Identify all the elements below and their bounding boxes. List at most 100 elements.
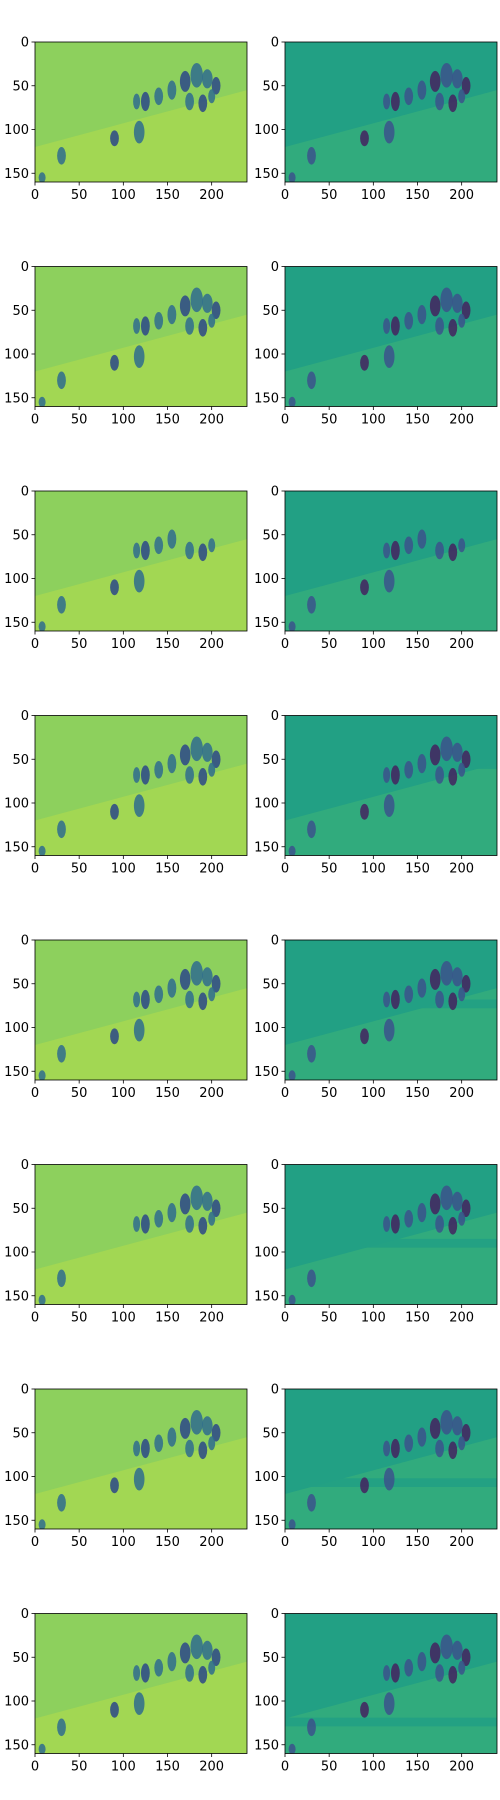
- x-tick-label: 150: [405, 1760, 430, 1775]
- y-tick-label: 50: [12, 304, 29, 319]
- axes-frame: [34, 1613, 248, 1754]
- x-tick-label: 150: [155, 188, 180, 203]
- x-tick-label: 50: [71, 1535, 88, 1550]
- panel-image: [35, 266, 247, 407]
- y-tick-label: 150: [4, 1514, 29, 1529]
- y-tick-label: 100: [4, 1470, 29, 1485]
- y-tick-label: 100: [4, 1695, 29, 1710]
- y-tick-label: 50: [12, 1651, 29, 1666]
- panel-image: [35, 715, 247, 856]
- x-tick-label: 0: [31, 1311, 39, 1326]
- y-tick-label: 50: [12, 79, 29, 94]
- x-tick-label: 150: [155, 637, 180, 652]
- y-tick-label: 0: [271, 709, 279, 724]
- y-tick-label: 100: [254, 123, 279, 138]
- x-tick-label: 50: [71, 637, 88, 652]
- y-tick-label: 0: [21, 1158, 29, 1173]
- panel-image: [35, 1164, 247, 1305]
- y-tick-label: 150: [254, 1289, 279, 1304]
- panel-image: [285, 940, 497, 1080]
- x-tick-label: 150: [405, 1086, 430, 1101]
- x-tick-label: 0: [31, 1535, 39, 1550]
- x-tick-label: 200: [449, 1311, 474, 1326]
- x-tick-label: 200: [199, 1760, 224, 1775]
- x-tick-label: 50: [321, 1535, 338, 1550]
- x-tick-label: 100: [111, 637, 136, 652]
- y-tick-label: 50: [12, 753, 29, 768]
- x-tick-label: 150: [155, 1311, 180, 1326]
- axes-frame: [284, 939, 498, 1081]
- panel-r4-c1: 0 50 100 150 200 0 50 100 150: [4, 709, 248, 877]
- x-tick-label: 50: [321, 1311, 338, 1326]
- panel-r2-c2: 0 50 100 150 200 0 50 100 150: [254, 260, 498, 428]
- x-tick-label: 200: [199, 862, 224, 877]
- x-tick-label: 200: [199, 637, 224, 652]
- x-tick-label: 200: [449, 637, 474, 652]
- y-tick-label: 50: [262, 79, 279, 94]
- y-tick-label: 150: [254, 1065, 279, 1080]
- x-tick-label: 200: [449, 862, 474, 877]
- panel-r1-c1: 0 50 100 150 200 0 50 100 150: [4, 36, 248, 203]
- y-tick-label: 150: [4, 391, 29, 406]
- x-tick-label: 100: [361, 188, 386, 203]
- x-tick-label: 0: [281, 1760, 289, 1775]
- y-tick-label: 150: [4, 1289, 29, 1304]
- y-tick-label: 100: [254, 1246, 279, 1261]
- x-tick-label: 0: [281, 862, 289, 877]
- y-tick-label: 50: [12, 977, 29, 992]
- panel-r8-c1: 0 50 100 150 200 0 50 100 150: [4, 1607, 248, 1775]
- x-tick-label: 100: [361, 1086, 386, 1101]
- x-tick-label: 100: [361, 637, 386, 652]
- y-tick-label: 0: [271, 485, 279, 500]
- x-tick-label: 150: [405, 188, 430, 203]
- y-tick-label: 50: [262, 528, 279, 543]
- axes-frame: [284, 1388, 498, 1530]
- axes-frame: [34, 715, 248, 856]
- panel-r5-c1: 0 50 100 150 200 0 50 100 150: [4, 934, 248, 1101]
- y-tick-label: 0: [271, 260, 279, 275]
- y-tick-label: 150: [4, 1738, 29, 1753]
- x-tick-label: 100: [111, 413, 136, 428]
- y-tick-label: 0: [271, 1158, 279, 1173]
- panel-r6-c1: 0 50 100 150 200 0 50 100 150: [4, 1158, 248, 1326]
- panel-image: [285, 1613, 497, 1754]
- y-tick-label: 50: [262, 304, 279, 319]
- x-tick-label: 0: [281, 1311, 289, 1326]
- x-tick-label: 150: [155, 862, 180, 877]
- x-tick-label: 0: [281, 188, 289, 203]
- x-tick-label: 0: [281, 1535, 289, 1550]
- x-tick-label: 100: [111, 188, 136, 203]
- x-tick-label: 0: [281, 637, 289, 652]
- y-tick-label: 100: [4, 348, 29, 363]
- x-tick-label: 100: [361, 1311, 386, 1326]
- x-tick-label: 150: [405, 862, 430, 877]
- panel-image: [285, 715, 497, 856]
- y-tick-label: 100: [4, 572, 29, 587]
- y-tick-label: 50: [262, 753, 279, 768]
- x-tick-label: 200: [199, 1311, 224, 1326]
- axes-frame: [284, 41, 498, 183]
- y-tick-label: 0: [271, 1607, 279, 1622]
- y-tick-label: 100: [254, 1470, 279, 1485]
- y-tick-label: 100: [254, 1021, 279, 1036]
- y-tick-label: 100: [254, 572, 279, 587]
- axes-frame: [34, 1388, 248, 1530]
- x-tick-label: 100: [111, 1311, 136, 1326]
- y-tick-label: 0: [21, 709, 29, 724]
- y-tick-label: 100: [4, 1021, 29, 1036]
- y-tick-label: 100: [4, 123, 29, 138]
- panel-image: [285, 42, 497, 182]
- y-tick-label: 0: [271, 934, 279, 949]
- x-tick-label: 50: [321, 188, 338, 203]
- axes-frame: [34, 1164, 248, 1305]
- x-tick-label: 50: [321, 637, 338, 652]
- x-tick-label: 100: [361, 862, 386, 877]
- x-tick-label: 200: [449, 413, 474, 428]
- x-tick-label: 150: [405, 1311, 430, 1326]
- x-tick-label: 150: [405, 1535, 430, 1550]
- y-tick-label: 150: [254, 616, 279, 631]
- axes-frame: [284, 490, 498, 632]
- axes-frame: [34, 266, 248, 407]
- x-tick-label: 50: [321, 1760, 338, 1775]
